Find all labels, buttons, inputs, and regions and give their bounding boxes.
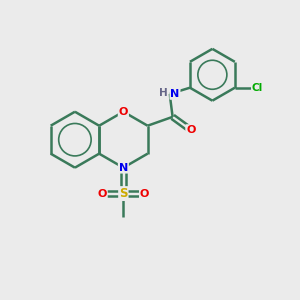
Text: H: H (159, 88, 168, 98)
Text: O: O (140, 189, 149, 199)
Text: S: S (119, 187, 128, 200)
Text: Cl: Cl (252, 83, 263, 93)
Text: O: O (186, 125, 196, 135)
Text: O: O (98, 189, 107, 199)
Text: N: N (170, 89, 180, 99)
Text: N: N (119, 163, 128, 173)
Text: O: O (119, 107, 128, 117)
